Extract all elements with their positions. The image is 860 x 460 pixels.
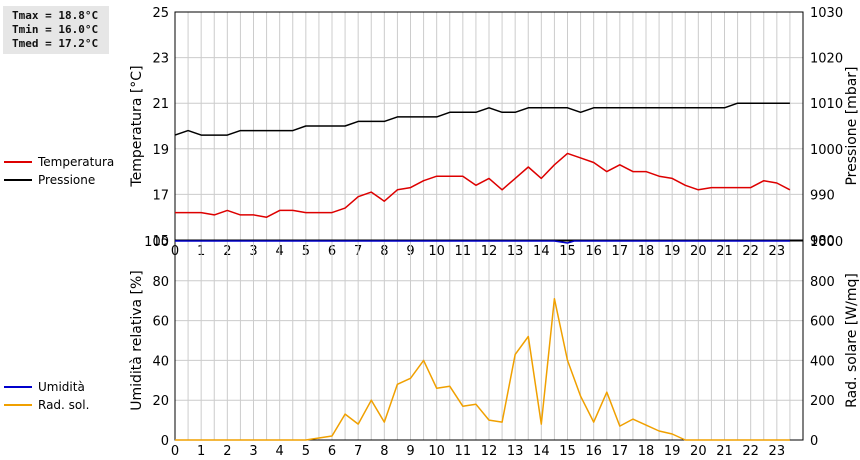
y-left-tick-label: 21 — [152, 97, 169, 112]
x-tick-label: 14 — [533, 444, 550, 459]
y-right-tick-label: 600 — [810, 315, 835, 330]
y-left-tick-label: 20 — [152, 394, 169, 409]
x-tick-label: 9 — [406, 444, 414, 459]
legend-label-pressione: Pressione — [38, 173, 96, 187]
y-right-axis-label: Pressione [mbar] — [844, 66, 860, 185]
y-left-tick-label: 40 — [152, 354, 169, 369]
x-tick-label: 17 — [612, 444, 629, 459]
y-left-tick-label: 19 — [152, 143, 169, 158]
x-tick-label: 16 — [585, 444, 602, 459]
tmed-text: Tmed = 17.2°C — [12, 37, 99, 50]
legend-label-rad-sol: Rad. sol. — [38, 398, 90, 412]
y-right-tick-label: 980 — [810, 234, 835, 249]
x-tick-label: 7 — [354, 444, 362, 459]
x-tick-label: 10 — [428, 444, 445, 459]
y-right-axis-label: Rad. solare [W/mq] — [844, 273, 860, 408]
x-tick-label: 12 — [481, 444, 498, 459]
legend-swatch-temperatura — [4, 161, 32, 163]
x-tick-label: 0 — [171, 444, 179, 459]
y-left-axis-label: Temperatura [°C] — [129, 65, 145, 187]
y-right-tick-label: 200 — [810, 394, 835, 409]
x-tick-label: 18 — [638, 444, 655, 459]
series-line-pressione — [174, 102, 790, 136]
stats-box: Tmax = 18.8°C Tmin = 16.0°C Tmed = 17.2°… — [3, 6, 109, 54]
legend-label-umidita: Umidità — [38, 380, 85, 394]
legend-item-pressione: Pressione — [4, 171, 114, 189]
y-right-tick-label: 1010 — [810, 97, 843, 112]
legend-swatch-pressione — [4, 179, 32, 181]
tmin-text: Tmin = 16.0°C — [12, 23, 99, 36]
y-left-tick-label: 25 — [152, 6, 169, 21]
x-tick-label: 23 — [769, 444, 786, 459]
y-left-tick-label: 0 — [161, 434, 169, 449]
x-tick-label: 8 — [380, 444, 388, 459]
y-left-tick-label: 23 — [152, 52, 169, 67]
y-right-tick-label: 0 — [810, 434, 818, 449]
y-right-tick-label: 400 — [810, 354, 835, 369]
legend-swatch-umidita — [4, 386, 32, 388]
x-tick-label: 2 — [223, 444, 231, 459]
x-tick-label: 4 — [276, 444, 284, 459]
x-tick-label: 21 — [716, 444, 733, 459]
legend-item-umidita: Umidità — [4, 378, 89, 396]
plot-frame — [174, 11, 804, 241]
y-right-tick-label: 800 — [810, 275, 835, 290]
series-line-rad-sol — [175, 297, 790, 441]
x-tick-label: 6 — [328, 444, 336, 459]
x-tick-label: 15 — [559, 444, 576, 459]
x-tick-label: 1 — [197, 444, 205, 459]
legend-label-temperatura: Temperatura — [38, 155, 115, 169]
y-right-tick-label: 1000 — [810, 235, 843, 250]
series-line-umidita — [175, 240, 790, 244]
x-tick-label: 13 — [507, 444, 524, 459]
y-left-tick-label: 100 — [144, 235, 169, 250]
legend-item-temperatura: Temperatura — [4, 153, 114, 171]
legend-item-rad-sol: Rad. sol. — [4, 396, 89, 414]
x-tick-label: 5 — [302, 444, 310, 459]
x-tick-label: 19 — [664, 444, 681, 459]
y-left-tick-label: 60 — [152, 315, 169, 330]
tmax-text: Tmax = 18.8°C — [12, 9, 99, 22]
x-tick-label: 11 — [455, 444, 472, 459]
y-right-tick-label: 1020 — [810, 52, 843, 67]
y-left-tick-label: 15 — [152, 234, 169, 249]
y-right-tick-label: 1030 — [810, 6, 843, 21]
y-left-tick-label: 17 — [152, 188, 169, 203]
x-tick-label: 22 — [742, 444, 759, 459]
legend-top: Temperatura Pressione — [4, 153, 114, 189]
chart-humidity-radiation: 0 1 2 3 4 5 6 7 8 9 10 11 12 13 14 15 16 17 18 19 20 21 22 2302… — [129, 235, 860, 459]
x-tick-label: 3 — [249, 444, 257, 459]
y-right-tick-label: 990 — [810, 188, 835, 203]
series-line-temperatura — [175, 152, 791, 218]
chart-temperature-pressure: 0 1 2 3 4 5 6 7 8 9 10 11 12 13 14 15 16 17 18 19 20 21 22 2315… — [129, 6, 860, 259]
x-tick-label: 20 — [690, 444, 707, 459]
y-left-tick-label: 80 — [152, 275, 169, 290]
y-left-axis-label: Umidità relativa [%] — [129, 270, 145, 411]
legend-bottom: Umidità Rad. sol. — [4, 378, 89, 414]
legend-swatch-rad-sol — [4, 404, 32, 406]
y-right-tick-label: 1000 — [810, 143, 843, 158]
